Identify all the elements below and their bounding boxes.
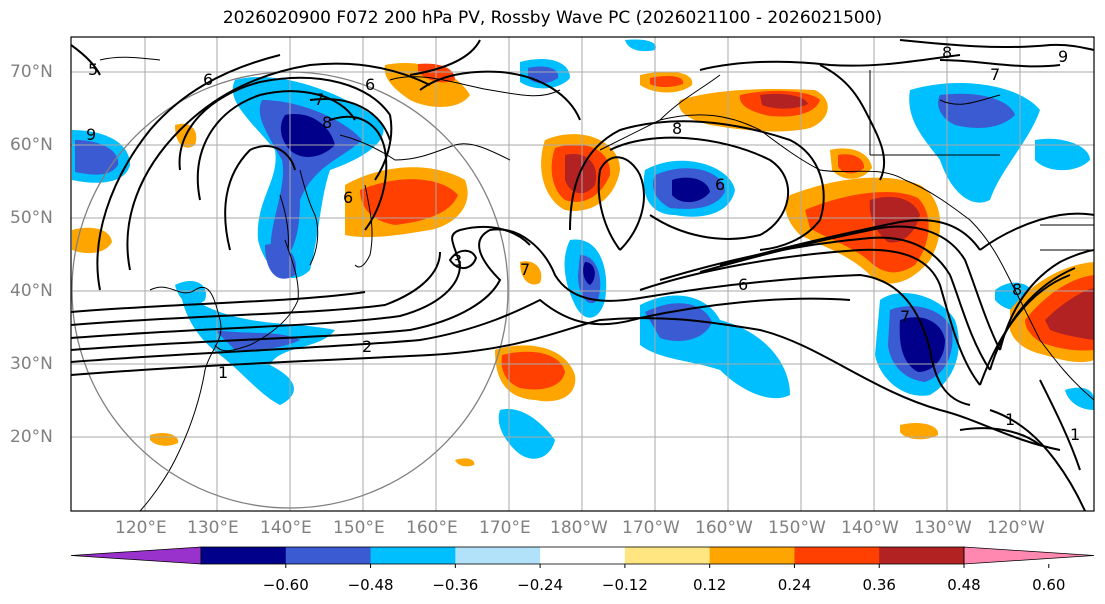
contour-label: 9 (1058, 47, 1068, 66)
lon-label: 170°W (622, 518, 680, 538)
contour-label: 8 (1012, 280, 1022, 299)
chart-title: 2026020900 F072 200 hPa PV, Rossby Wave … (222, 8, 883, 28)
lat-label: 50°N (10, 208, 53, 228)
colorbar-segment (624, 547, 711, 564)
lat-label: 70°N (10, 62, 53, 82)
contour-label: 7 (314, 90, 324, 109)
colorbar-segment (370, 547, 456, 564)
lat-label: 20°N (10, 427, 53, 447)
lon-label: 120°W (987, 518, 1045, 538)
colorbar-tick-label: −0.12 (602, 576, 648, 594)
contour-label: 1 (218, 363, 228, 382)
contour-label: 7 (520, 260, 530, 279)
contour-label: 1 (1070, 425, 1080, 444)
lon-label: 150°E (333, 518, 385, 538)
colorbar-frame (200, 546, 965, 565)
range-circle (71, 71, 509, 509)
contour-label: 8 (672, 119, 682, 138)
contour-label: 6 (343, 188, 353, 207)
lon-label: 130°W (914, 518, 972, 538)
colorbar-tick-label: 0.60 (1032, 576, 1065, 594)
contour-label: 6 (738, 275, 748, 294)
contour-label: 6 (365, 75, 375, 94)
lon-label: 170°E (479, 518, 531, 538)
colorbar-segment (455, 547, 541, 564)
lon-label: 140°W (841, 518, 899, 538)
lon-label: 140°E (260, 518, 312, 538)
lon-label: 120°E (115, 518, 167, 538)
colorbar: −0.60 −0.48 −0.36 −0.24 −0.12 0.12 0.24 0.36 0.4… (70, 546, 1095, 594)
contour-label: 3 (452, 251, 462, 270)
colorbar-segment (794, 547, 880, 564)
contour-labels: 5 6 6 7 8 6 9 3 7 8 6 8 9 7 6 8 2 1 7 1 … (86, 43, 1080, 444)
contour-label: 6 (203, 70, 213, 89)
contour-label: 8 (942, 43, 952, 62)
colorbar-extend-max (963, 546, 1095, 565)
colorbar-tick-label: −0.36 (432, 576, 478, 594)
colorbar-tick-label: −0.60 (263, 576, 309, 594)
contour-label: 1 (1005, 410, 1015, 429)
lon-label: 160°W (695, 518, 753, 538)
lat-label: 60°N (10, 135, 53, 155)
colorbar-segment (709, 547, 795, 564)
lon-label: 150°W (768, 518, 826, 538)
contour-label: 5 (88, 60, 98, 79)
map-frame (70, 36, 1095, 512)
lon-label: 160°E (406, 518, 458, 538)
lon-label: 130°E (187, 518, 239, 538)
pv-contours (71, 39, 1094, 511)
lat-label: 40°N (10, 281, 53, 301)
contour-label: 8 (322, 113, 332, 132)
lat-label: 30°N (10, 354, 53, 374)
contour-label: 6 (715, 175, 725, 194)
colorbar-tick-label: 0.36 (863, 576, 896, 594)
colorbar-tick-label: 0.48 (947, 576, 980, 594)
colorbar-tick-label: −0.24 (517, 576, 563, 594)
colorbar-tick-label: 0.12 (693, 576, 726, 594)
colorbar-tick-label: −0.48 (348, 576, 394, 594)
lon-label: 180°W (550, 518, 608, 538)
colorbar-tick-label: 0.24 (778, 576, 811, 594)
colorbar-segment (540, 547, 626, 564)
contour-label: 7 (900, 307, 910, 326)
contour-label: 2 (362, 337, 372, 356)
coastlines (99, 56, 1094, 511)
colorbar-segment (879, 547, 965, 564)
colorbar-extend-min (70, 546, 202, 565)
colorbar-segment (201, 547, 287, 564)
colorbar-segment (285, 547, 372, 564)
contour-label: 7 (990, 65, 1000, 84)
contour-label: 9 (86, 125, 96, 144)
map-area: 5 6 6 7 8 6 9 3 7 8 6 8 9 7 6 8 2 1 7 1 … (71, 37, 1094, 511)
